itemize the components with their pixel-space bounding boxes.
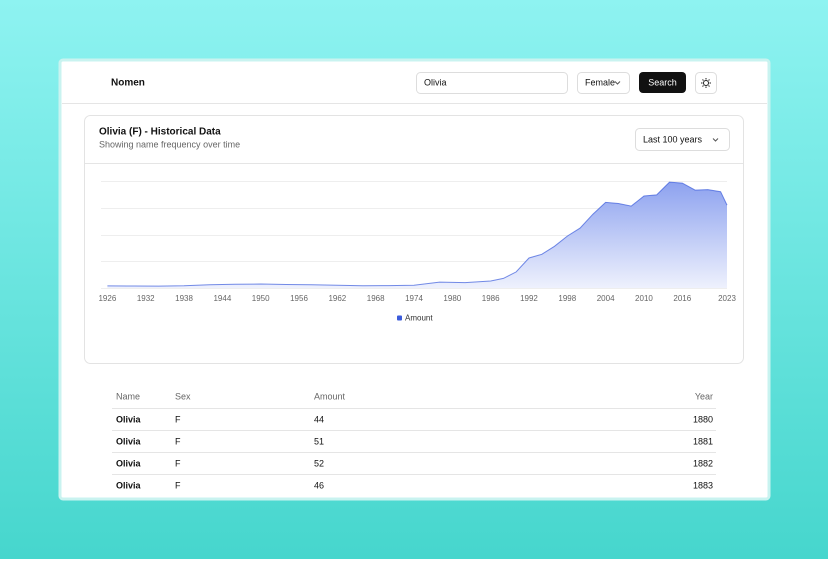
column-header: Sex [175, 391, 191, 401]
area-line [107, 181, 728, 287]
column-header: Name [116, 391, 140, 401]
x-tick-label: 1974 [405, 294, 423, 303]
legend-label: Amount [405, 314, 433, 323]
chevron [614, 81, 621, 85]
table-cell: F [175, 458, 181, 468]
table-cell: 1882 [693, 458, 713, 468]
table-cell: 46 [314, 480, 324, 490]
table-cell: Olivia [116, 458, 142, 468]
x-tick-label: 2004 [597, 294, 615, 303]
range-select[interactable] [635, 128, 730, 151]
chevron [712, 138, 719, 142]
table-cell: 52 [314, 458, 324, 468]
sun-icon [703, 80, 709, 86]
sun-rays [701, 78, 711, 88]
chart-subtitle: Showing name frequency over time [99, 139, 240, 149]
table-cell: Olivia [116, 414, 142, 424]
x-tick-label: 1938 [175, 294, 193, 303]
x-tick-label: 1962 [328, 294, 346, 303]
x-tick-label: 1932 [137, 294, 155, 303]
search-button-label: Search [648, 77, 677, 87]
table-cell: F [175, 436, 181, 446]
table-cell: 1883 [693, 480, 713, 490]
x-tick-label: 1992 [520, 294, 538, 303]
sex-select[interactable] [577, 72, 630, 94]
search-button[interactable] [639, 72, 686, 93]
table-cell: 1880 [693, 414, 713, 424]
x-tick-label: 2010 [635, 294, 653, 303]
table-cell: 44 [314, 414, 324, 424]
table-cell: Olivia [116, 436, 142, 446]
table-cell: F [175, 480, 181, 490]
table-cell: 1881 [693, 436, 713, 446]
chart-title: Olivia (F) - Historical Data [99, 127, 221, 138]
range-label: Last 100 years [643, 134, 703, 144]
x-tick-label: 1980 [443, 294, 461, 303]
x-tick-label: 1926 [98, 294, 116, 303]
x-tick-label: 1986 [482, 294, 500, 303]
area-fill [107, 182, 727, 288]
x-tick-label: 1998 [558, 294, 576, 303]
table: Name Sex Amount Year Olivia F 44 1880 Olivia F 51 1… [112, 391, 716, 490]
x-tick-label: 2016 [673, 294, 691, 303]
chart: 1926 1932 1938 1944 1950 1956 1962 1968 1974 1980… [98, 181, 736, 323]
column-header: Year [695, 391, 713, 401]
x-tick-label: 1950 [252, 294, 270, 303]
x-tick-label: 1968 [367, 294, 385, 303]
brand: Nomen [111, 78, 145, 89]
chart-card [84, 115, 744, 364]
x-tick-label: 1944 [213, 294, 231, 303]
x-tick-label: 2023 [718, 294, 736, 303]
sex-option: Female [585, 77, 615, 87]
theme-toggle[interactable] [695, 72, 717, 94]
table-cell: Olivia [116, 480, 142, 490]
table-cell: 51 [314, 436, 324, 446]
table-cell: F [175, 414, 181, 424]
search-value: Olivia [424, 77, 447, 87]
search-input[interactable] [416, 72, 568, 94]
legend-swatch [397, 315, 402, 321]
x-tick-label: 1956 [290, 294, 308, 303]
column-header: Amount [314, 391, 346, 401]
